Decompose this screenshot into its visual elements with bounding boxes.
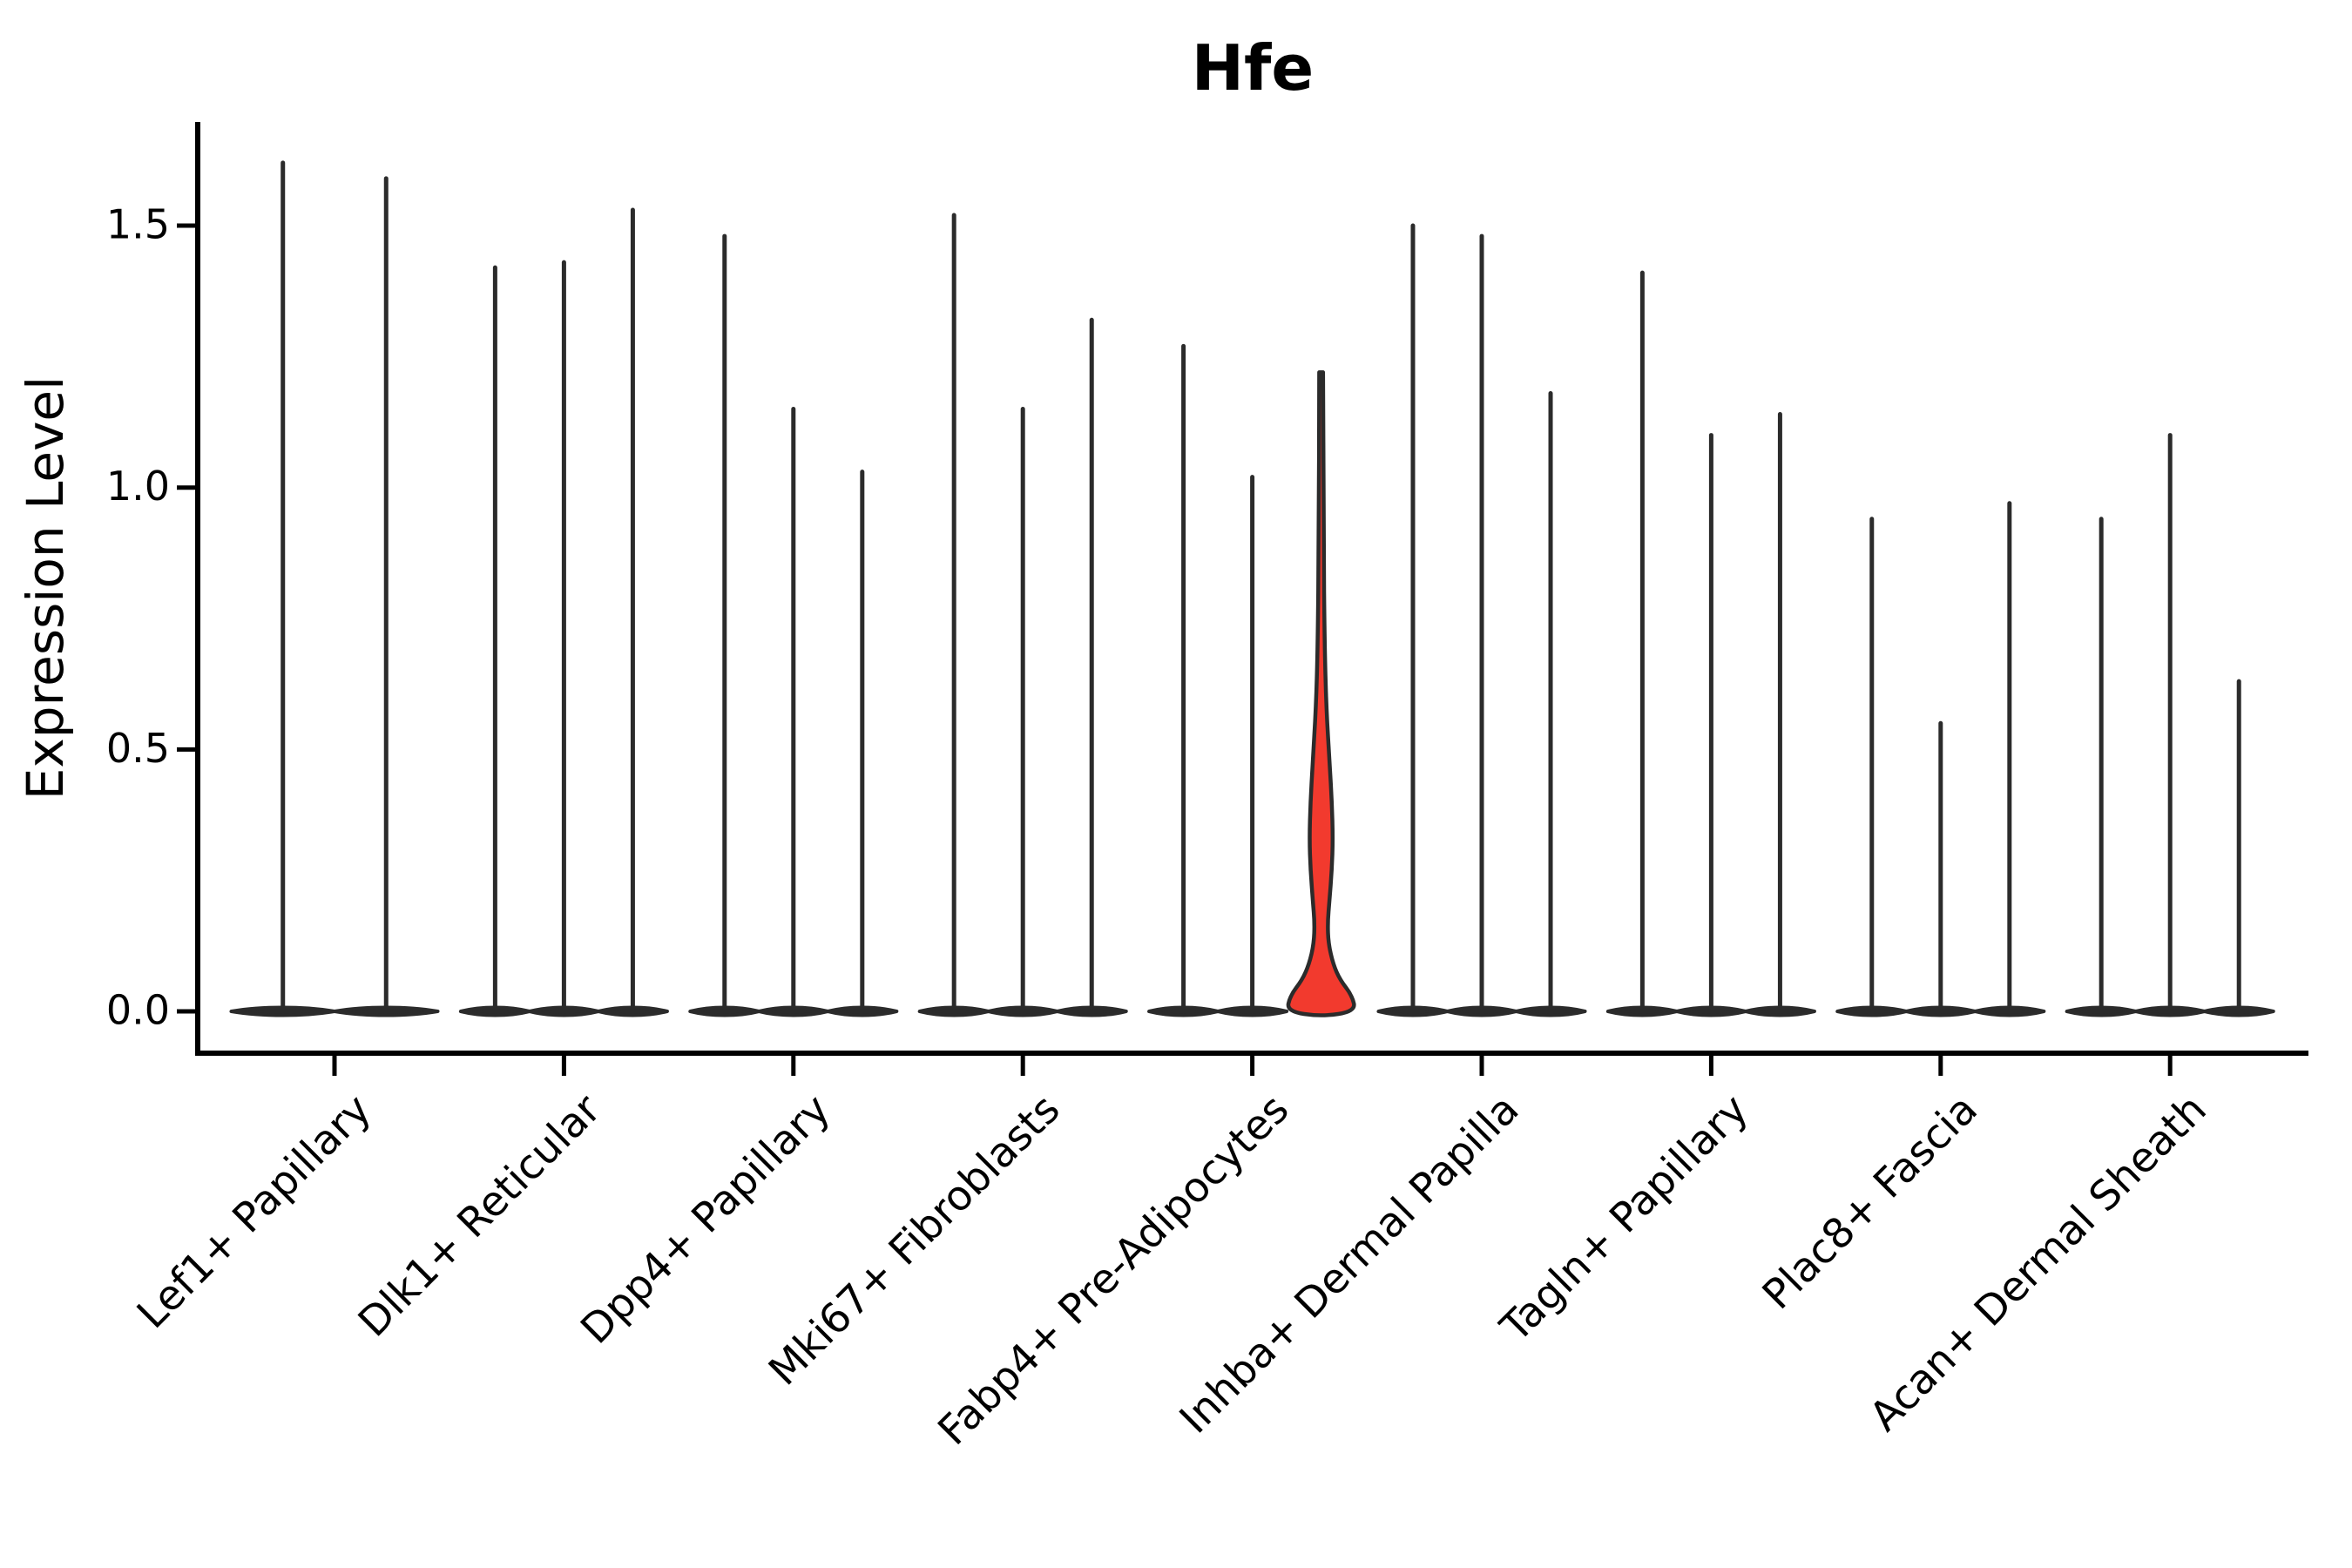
violin-base: [596, 1005, 669, 1017]
violin-base: [986, 1005, 1059, 1017]
violin-base: [757, 1005, 830, 1017]
violin-base: [1445, 1005, 1518, 1017]
violin-base: [917, 1005, 990, 1017]
violin-base: [333, 1005, 440, 1017]
y-tick-label: 0.0: [106, 987, 170, 1034]
highlighted-violin: [1286, 370, 1356, 1017]
violin-base: [1216, 1005, 1289, 1017]
violin-base: [1835, 1005, 1909, 1017]
violin-base: [1376, 1005, 1450, 1017]
y-tick-label: 1.5: [106, 201, 170, 248]
violin-base: [1605, 1005, 1679, 1017]
violin-base: [458, 1005, 531, 1017]
violin-base: [826, 1005, 899, 1017]
y-tick-label: 0.5: [106, 725, 170, 772]
violin-base: [2065, 1005, 2138, 1017]
violin-base: [1743, 1005, 1816, 1017]
violin-base: [1055, 1005, 1128, 1017]
violin-base: [1514, 1005, 1587, 1017]
chart-title: Hfe: [1191, 31, 1315, 105]
violin-base: [1674, 1005, 1747, 1017]
violin-base: [2202, 1005, 2275, 1017]
violin-base: [229, 1005, 336, 1017]
y-tick-label: 1.0: [106, 463, 170, 510]
violin-base: [1973, 1005, 2046, 1017]
violin-base: [527, 1005, 600, 1017]
violin-base: [1147, 1005, 1220, 1017]
violin-base: [2133, 1005, 2207, 1017]
violin-base: [1904, 1005, 1977, 1017]
violin-base: [688, 1005, 761, 1017]
